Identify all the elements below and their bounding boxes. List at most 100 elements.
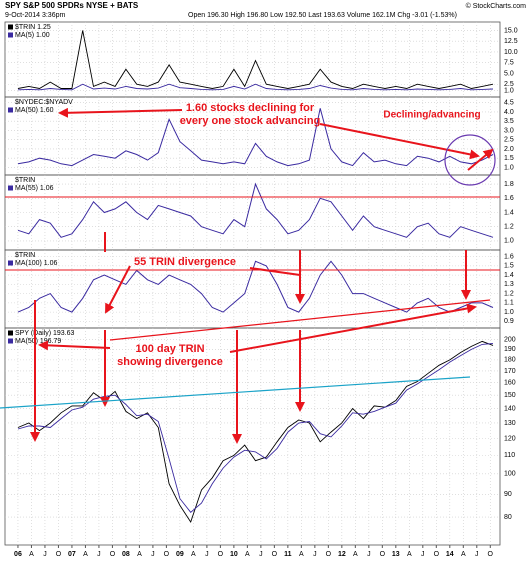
arrow: [58, 107, 183, 118]
y-tick-label: 4.5: [504, 100, 514, 107]
y-tick-label: 3.5: [504, 118, 514, 125]
y-tick-label: 130: [504, 420, 516, 427]
y-tick-label: 1.6: [504, 253, 514, 260]
x-tick-label: A: [83, 551, 88, 558]
highlight-circle: [444, 134, 496, 186]
legend-label: MA(50) 1.60: [15, 107, 54, 114]
x-tick-label: J: [421, 551, 425, 558]
panel-frame: [4, 327, 501, 546]
x-tick-label: O: [272, 551, 278, 558]
series-line: [17, 342, 494, 513]
y-tick-label: 90: [504, 491, 512, 498]
x-tick-label: 07: [68, 551, 76, 558]
x-tick-label: J: [313, 551, 317, 558]
y-tick-label: 1.5: [504, 155, 514, 162]
annotations: 1.60 stocks declining for every one stoc…: [0, 102, 500, 444]
legend-swatch: [8, 338, 13, 344]
y-tick-label: 110: [504, 452, 515, 459]
y-tick-label: 1.0: [504, 309, 514, 316]
y-tick-label: 5.0: [504, 70, 514, 77]
x-tick-label: A: [299, 551, 304, 558]
annotation: showing divergence: [117, 356, 223, 368]
annotation: 55 TRIN divergence: [134, 256, 236, 268]
series-line: [17, 340, 494, 524]
x-tick-label: 09: [176, 551, 184, 558]
y-tick-label: 3.0: [504, 127, 514, 134]
y-tick-label: 150: [504, 392, 516, 399]
annotation: 100 day TRIN: [135, 343, 204, 355]
x-tick-label: J: [205, 551, 209, 558]
series-line: [17, 30, 494, 89]
legend-swatch: [8, 260, 13, 266]
quote: Open 196.30 High 196.80 Low 192.50 Last …: [188, 12, 457, 19]
y-tick-label: 2.5: [504, 81, 514, 88]
legend-swatch: [8, 185, 13, 191]
series-line: [17, 182, 494, 238]
x-tick-label: O: [164, 551, 170, 558]
y-tick-label: 1.1: [504, 300, 514, 307]
y-tick-label: 15.0: [504, 27, 518, 34]
arrow: [38, 340, 111, 351]
y-tick-label: 10.0: [504, 49, 518, 56]
series-line: [17, 108, 494, 167]
y-tick-label: 1.6: [504, 195, 514, 202]
x-tick-label: J: [151, 551, 155, 558]
y-tick-label: 80: [504, 514, 512, 521]
legend-label: MA(55) 1.06: [15, 185, 54, 192]
legend-swatch: [8, 32, 13, 38]
x-tick-label: A: [407, 551, 412, 558]
y-tick-label: 200: [504, 336, 516, 343]
y-tick-label: 1.0: [504, 164, 514, 171]
x-tick-label: A: [461, 551, 466, 558]
x-tick-label: 11: [284, 551, 292, 558]
date: 9-Oct-2014 3:36pm: [5, 12, 65, 19]
y-tick-label: 190: [504, 346, 516, 353]
trend-line: [0, 376, 471, 409]
arrow: [319, 123, 480, 160]
legend-swatch: [8, 24, 13, 30]
y-tick-label: 4.0: [504, 109, 514, 116]
y-tick-label: 1.5: [504, 263, 514, 270]
x-tick-label: 12: [338, 551, 346, 558]
source: © StockCharts.com: [466, 2, 527, 10]
x-tick-label: J: [367, 551, 371, 558]
x-tick-label: 14: [446, 551, 454, 558]
x-tick-label: 10: [230, 551, 238, 558]
x-tick-label: A: [245, 551, 250, 558]
x-tick-label: 13: [392, 551, 400, 558]
y-tick-label: 1.8: [504, 181, 514, 188]
legend-label: $TRIN: [15, 252, 35, 259]
arrow: [467, 148, 494, 171]
x-tick-label: A: [29, 551, 34, 558]
arrow: [249, 267, 301, 276]
x-tick-label: A: [137, 551, 142, 558]
legend-label: $TRIN: [15, 177, 35, 184]
x-tick-label: A: [353, 551, 358, 558]
legend-label: MA(5) 1.00: [15, 32, 50, 39]
y-tick-label: 2.5: [504, 137, 514, 144]
y-tick-label: 1.3: [504, 281, 514, 288]
y-tick-label: 1.2: [504, 290, 514, 297]
x-tick-label: 08: [122, 551, 130, 558]
chart-title: SPY S&P 500 SPDRs NYSE + BATS: [5, 1, 139, 10]
y-tick-label: 0.9: [504, 318, 514, 325]
y-tick-label: 170: [504, 368, 516, 375]
annotation: 1.60 stocks declining for: [186, 102, 315, 114]
legend-label: $TRIN 1.25: [15, 24, 51, 31]
annotation: every one stock advancing: [180, 115, 321, 127]
y-tick-label: 12.5: [504, 38, 518, 45]
legend-swatch: [8, 107, 13, 113]
x-tick-label: O: [380, 551, 386, 558]
y-tick-label: 1.0: [504, 88, 514, 95]
y-tick-label: 180: [504, 357, 516, 364]
y-tick-label: 160: [504, 380, 516, 387]
legend-label: MA(100) 1.06: [15, 260, 58, 267]
legend-swatch: [8, 330, 13, 336]
y-tick-label: 120: [504, 435, 516, 442]
x-tick-label: O: [110, 551, 116, 558]
series-line: [17, 83, 494, 91]
y-tick-label: 1.0: [504, 238, 514, 245]
x-tick-label: O: [488, 551, 494, 558]
